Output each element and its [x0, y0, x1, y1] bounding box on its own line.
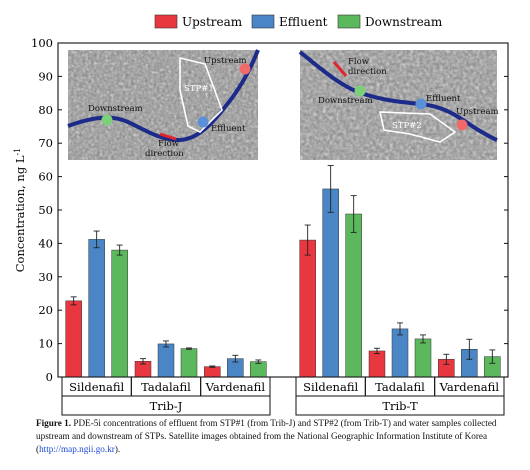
inset-label-upstream: Upstream: [204, 56, 247, 66]
downstream-marker: [101, 114, 113, 126]
y-tick-label: 70: [38, 136, 53, 150]
y-tick-label: 30: [38, 270, 53, 284]
bar-upstream: [368, 350, 386, 378]
y-tick-label: 10: [38, 337, 53, 351]
x-category-labels: Sildenafil Tadalafil Vardenafil Trib-J Silde…: [61, 376, 505, 416]
inset-map-trib-t: STP#2 Upstream Downstream Effluent Flow …: [298, 50, 499, 160]
bar-effluent: [322, 188, 339, 378]
y-tick-label: 0: [46, 370, 53, 384]
legend-label-downstream: Downstream: [365, 15, 443, 29]
group-label: Trib-J: [150, 399, 183, 413]
bar-downstream: [250, 361, 267, 378]
category-label: Tadalafil: [141, 380, 191, 394]
river-path-trib-j: [67, 49, 260, 143]
y-axis-title: Concentration, ng L-1: [13, 148, 27, 273]
y-tick-label: 50: [38, 203, 53, 217]
group-box: [61, 395, 271, 416]
y-tick-label: 100: [31, 36, 53, 50]
inset-label-stp: STP#1: [184, 84, 214, 94]
inset-label-upstream: Upstream: [456, 107, 499, 117]
bar-effluent: [157, 343, 175, 378]
bar-downstream: [414, 338, 432, 378]
bar-downstream: [180, 348, 198, 378]
y-tick-label: 20: [38, 303, 53, 317]
effluent-marker: [415, 98, 427, 110]
inset-label-direction: direction: [145, 149, 184, 159]
inset-label-direction: direction: [348, 67, 387, 77]
category-label: Sildenafil: [69, 380, 124, 394]
inset-label-downstream: Downstream: [88, 104, 143, 114]
legend-label-upstream: Upstream: [182, 15, 243, 29]
category-label: Tadalafil: [375, 380, 425, 394]
inset-label-effluent: Effluent: [426, 94, 461, 104]
effluent-marker: [197, 116, 209, 128]
category-label: Sildenafil: [303, 380, 358, 394]
bar-downstream: [345, 213, 362, 378]
flow-arrow-trib-j: [159, 132, 177, 141]
bar-upstream: [65, 300, 82, 378]
bar-downstream: [111, 249, 128, 378]
caption-text: PDE-5i concentrations of effluent from S…: [36, 418, 497, 454]
inset-map-trib-j: STP#1 Upstream Downstream Effluent Flow …: [67, 49, 260, 160]
y-tick-label: 80: [38, 103, 53, 117]
bar-upstream: [299, 239, 316, 378]
inset-label-flow: Flow: [348, 57, 370, 67]
bar-upstream: [204, 366, 221, 378]
stp1-boundary: [179, 56, 223, 133]
caption-link[interactable]: http://map.ngii.go.kr: [39, 444, 115, 454]
legend-swatch-upstream: [154, 14, 178, 29]
group-box: [295, 395, 505, 416]
y-tick-label: 60: [38, 170, 53, 184]
legend-swatch-downstream: [337, 14, 361, 29]
stp2-boundary: [378, 111, 457, 143]
upstream-marker: [456, 119, 468, 131]
inset-label-effluent: Effluent: [211, 124, 246, 134]
bar-effluent: [391, 328, 409, 378]
caption-label: Figure 1.: [36, 418, 72, 428]
legend-label-effluent: Effluent: [279, 15, 328, 29]
axes: 0 10 20 30 40 50 60 70 80 90 100: [31, 36, 509, 384]
downstream-marker: [354, 85, 366, 97]
category-label: Vardenafil: [439, 380, 500, 394]
legend-swatch-effluent: [251, 14, 275, 29]
y-tick-label: 90: [38, 69, 53, 83]
legend: Upstream Effluent Downstream: [154, 14, 443, 29]
figure-caption: Figure 1. PDE-5i concentrations of efflu…: [36, 417, 506, 456]
caption-after: ).: [114, 444, 121, 454]
y-tick-label: 40: [38, 236, 53, 250]
inset-label-downstream: Downstream: [318, 96, 373, 106]
y-axis-title-superscript: -1: [13, 148, 22, 156]
group-label: Trib-T: [382, 399, 418, 413]
upstream-marker: [239, 63, 251, 75]
category-label: Vardenafil: [205, 380, 266, 394]
bar-effluent: [88, 239, 105, 378]
flow-arrow-trib-t: [332, 61, 348, 77]
inset-label-flow: Flow: [158, 139, 180, 149]
inset-label-stp: STP#2: [392, 121, 422, 131]
bars: [65, 165, 501, 378]
